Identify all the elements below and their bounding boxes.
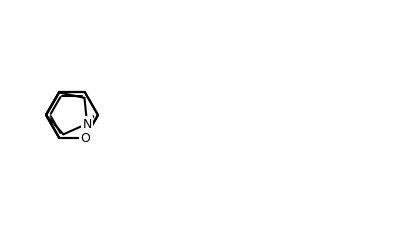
Text: N: N [82, 118, 92, 131]
Text: O: O [80, 131, 90, 144]
